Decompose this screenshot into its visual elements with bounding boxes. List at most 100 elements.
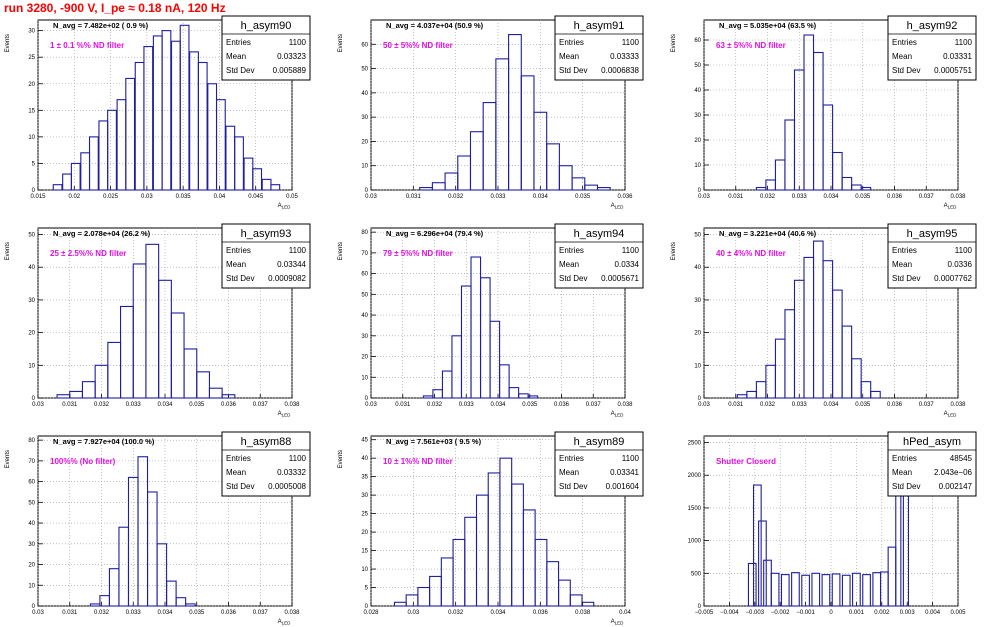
- x-tick-label: 0.003: [900, 610, 916, 616]
- stats-value: 0.001604: [606, 482, 640, 491]
- histogram-bin: [747, 562, 757, 607]
- stats-value: 0.0336: [948, 260, 973, 269]
- histogram-name: h_asym93: [241, 228, 292, 240]
- x-tick-label: 0.025: [103, 194, 119, 200]
- stats-box: [887, 15, 977, 81]
- stats-key: Std Dev: [559, 482, 587, 491]
- y-tick-label: 30: [361, 493, 368, 499]
- y-tick-label: 0: [32, 188, 36, 194]
- x-tick-label: −0.001: [796, 610, 815, 616]
- histogram-name: h_asym95: [907, 228, 958, 240]
- navg-label: N_avg = 4.037e+04 (50.9 %): [386, 21, 484, 30]
- histogram-bin: [851, 358, 862, 399]
- filter-annotation: 40 ± 4%% ND filter: [716, 249, 786, 258]
- x-tick-label: 0.036: [221, 402, 237, 408]
- x-tick-label: 0.03: [32, 610, 44, 616]
- x-tick-label: 0.038: [284, 610, 300, 616]
- stats-value: 0.0005008: [268, 482, 306, 491]
- y-tick-label: 0: [698, 604, 702, 610]
- y-tick-label: 10: [361, 375, 368, 381]
- histogram-bin: [185, 603, 196, 607]
- y-tick-label: 80: [28, 438, 35, 444]
- x-tick-label: 0.033: [792, 194, 808, 200]
- x-tick-label: −0.002: [771, 610, 790, 616]
- stats-key: Entries: [559, 246, 584, 255]
- x-tick-label: 0.037: [586, 402, 602, 408]
- x-tick-label: 0.034: [490, 610, 506, 616]
- y-tick-label: 10: [28, 135, 35, 141]
- histogram-bin: [831, 573, 841, 607]
- stats-value: 0.03332: [277, 468, 306, 477]
- y-tick-label: 10: [28, 363, 35, 369]
- stats-key: Mean: [892, 52, 912, 61]
- y-axis-label: Events: [338, 34, 344, 52]
- x-axis-label: ALED: [278, 619, 292, 626]
- stats-value: 1100: [289, 38, 307, 47]
- x-tick-label: 0.034: [157, 402, 173, 408]
- x-axis-label: ALED: [611, 619, 625, 626]
- y-tick-label: 50: [361, 292, 368, 298]
- x-tick-label: 0.03: [141, 194, 153, 200]
- histogram-bin: [811, 572, 821, 607]
- stats-box: [887, 223, 977, 289]
- histogram-bin: [125, 77, 136, 191]
- histogram-name: hPed_asym: [903, 436, 961, 448]
- y-axis-label: Events: [5, 34, 11, 52]
- stats-value: 0.005889: [273, 66, 307, 75]
- filter-annotation: 25 ± 2.5%% ND filter: [50, 249, 126, 258]
- x-tick-label: 0.032: [760, 194, 776, 200]
- stats-key: Entries: [892, 38, 917, 47]
- x-axis-label: ALED: [611, 203, 625, 210]
- histogram-bin: [770, 572, 780, 607]
- x-tick-label: 0.035: [855, 402, 871, 408]
- stats-box: [221, 15, 311, 81]
- histogram-bin: [221, 394, 236, 399]
- stats-value: 0.03333: [610, 52, 639, 61]
- x-tick-label: 0.02: [68, 194, 80, 200]
- x-tick-label: 0.038: [950, 402, 966, 408]
- stats-key: Mean: [559, 260, 579, 269]
- histogram-bin: [596, 187, 611, 191]
- y-tick-label: 30: [361, 334, 368, 340]
- stats-box: [554, 431, 644, 497]
- x-tick-label: 0.03: [32, 402, 44, 408]
- histogram-name: h_asym92: [907, 20, 958, 32]
- x-tick-label: 0.034: [823, 194, 839, 200]
- filter-annotation: 1 ± 0.1 %% ND filter: [50, 41, 124, 50]
- stats-key: Std Dev: [892, 482, 920, 491]
- y-tick-label: 20: [361, 530, 368, 536]
- x-tick-label: 0.036: [554, 402, 570, 408]
- stats-value: 48545: [950, 454, 973, 463]
- filter-annotation: 79 ± 5%% ND filter: [383, 249, 453, 258]
- histogram-bin: [780, 574, 790, 607]
- stats-key: Entries: [226, 454, 251, 463]
- y-tick-label: 40: [694, 88, 701, 94]
- navg-label: N_avg = 6.296e+04 (79.4 %): [386, 229, 484, 238]
- x-tick-label: 0.036: [221, 610, 237, 616]
- stats-value: 0.03323: [277, 52, 306, 61]
- y-tick-label: 50: [28, 500, 35, 506]
- histogram-bin: [156, 543, 168, 607]
- histogram-bin: [215, 99, 226, 191]
- y-tick-label: 20: [28, 563, 35, 569]
- histogram-bin: [862, 574, 871, 607]
- y-tick-label: 60: [361, 42, 368, 48]
- stats-value: 2.043e−06: [934, 468, 973, 477]
- y-tick-label: 0: [32, 396, 36, 402]
- x-tick-label: 0.03: [365, 402, 377, 408]
- x-tick-label: 0.033: [126, 402, 142, 408]
- histogram-h_asym92: 0.03 0.031 0.032 0.033 0.034 0.035 0.036 0.037 0…: [671, 15, 977, 210]
- navg-label: N_avg = 7.482e+02 ( 0.9 %): [53, 21, 149, 30]
- y-tick-label: 10: [361, 164, 368, 170]
- histogram-bin: [752, 484, 762, 607]
- histogram-bin: [70, 162, 81, 191]
- y-tick-label: 45: [361, 438, 368, 444]
- histogram-bin: [252, 168, 263, 191]
- x-tick-label: 0.035: [522, 402, 538, 408]
- y-tick-label: 0: [698, 188, 702, 194]
- histogram-bin: [841, 176, 853, 191]
- y-axis-label: Events: [5, 450, 11, 468]
- y-tick-label: 0: [698, 396, 702, 402]
- y-tick-label: 1500: [688, 506, 702, 512]
- filter-annotation: 63 ± 5%% ND filter: [716, 41, 786, 50]
